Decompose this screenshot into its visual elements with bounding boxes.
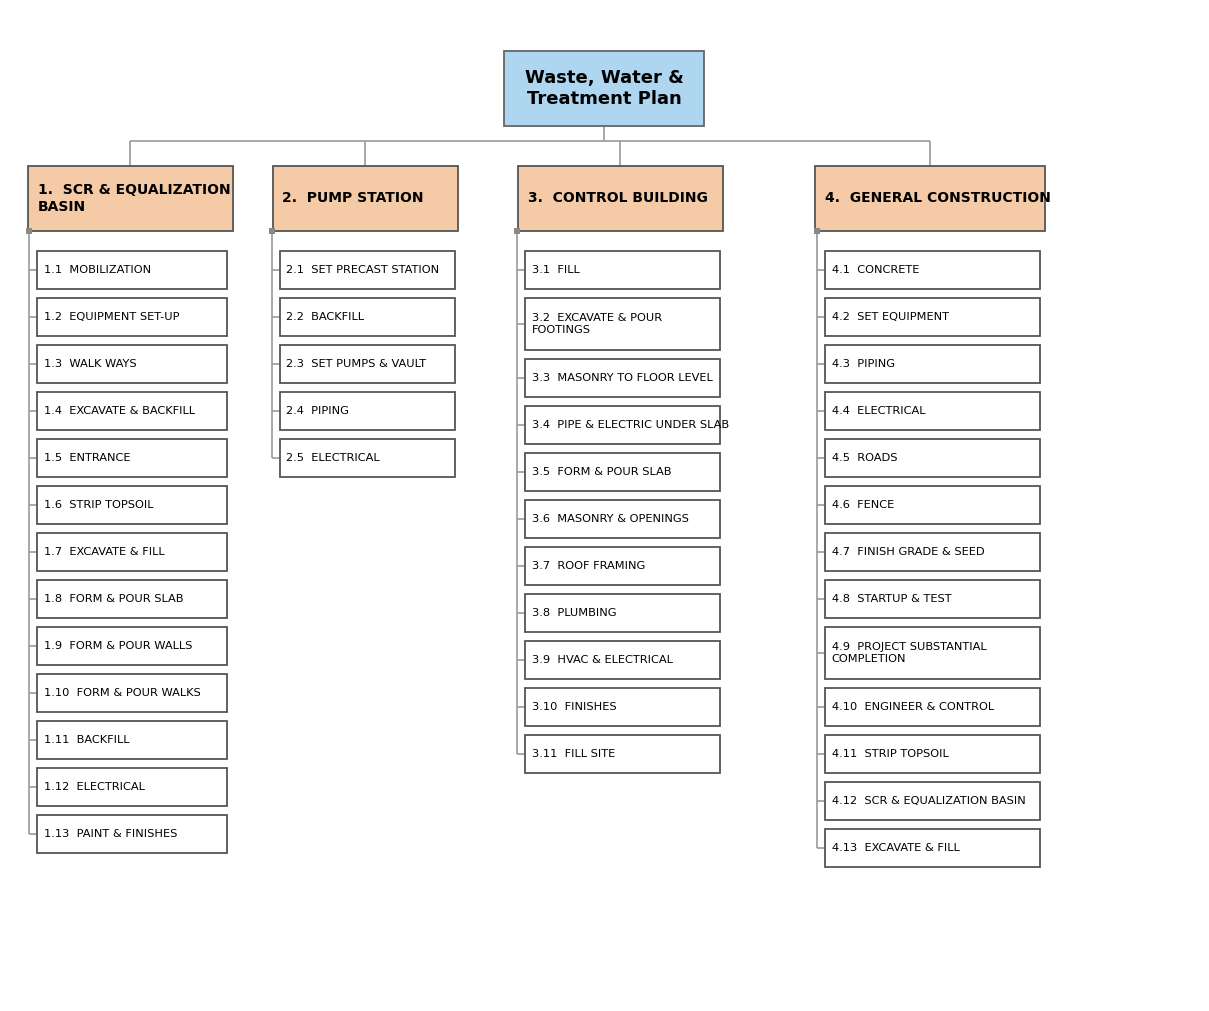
FancyBboxPatch shape [525,500,719,538]
Text: 1.  SCR & EQUALIZATION
BASIN: 1. SCR & EQUALIZATION BASIN [37,183,230,213]
Text: Waste, Water &
Treatment Plan: Waste, Water & Treatment Plan [525,69,683,108]
FancyBboxPatch shape [825,439,1040,477]
FancyBboxPatch shape [37,580,227,618]
FancyBboxPatch shape [37,392,227,430]
FancyBboxPatch shape [279,298,455,336]
FancyBboxPatch shape [825,486,1040,524]
FancyBboxPatch shape [504,51,704,126]
FancyBboxPatch shape [525,594,719,632]
Text: 4.12  SCR & EQUALIZATION BASIN: 4.12 SCR & EQUALIZATION BASIN [832,796,1025,806]
Text: 1.1  MOBILIZATION: 1.1 MOBILIZATION [44,265,151,275]
FancyBboxPatch shape [37,815,227,853]
FancyBboxPatch shape [37,298,227,336]
Text: 1.4  EXCAVATE & BACKFILL: 1.4 EXCAVATE & BACKFILL [44,406,195,416]
Text: 4.3  PIPING: 4.3 PIPING [832,359,895,369]
FancyBboxPatch shape [525,735,719,773]
Text: 1.11  BACKFILL: 1.11 BACKFILL [44,735,129,745]
FancyBboxPatch shape [37,768,227,806]
Text: 4.11  STRIP TOPSOIL: 4.11 STRIP TOPSOIL [832,749,948,759]
Text: 3.5  FORM & POUR SLAB: 3.5 FORM & POUR SLAB [532,467,671,477]
FancyBboxPatch shape [279,439,455,477]
Text: 1.8  FORM & POUR SLAB: 1.8 FORM & POUR SLAB [44,594,184,604]
FancyBboxPatch shape [525,298,719,350]
FancyBboxPatch shape [279,251,455,289]
FancyBboxPatch shape [37,721,227,759]
FancyBboxPatch shape [815,166,1045,231]
FancyBboxPatch shape [825,627,1040,679]
FancyBboxPatch shape [517,166,723,231]
FancyBboxPatch shape [525,251,719,289]
Text: 4.  GENERAL CONSTRUCTION: 4. GENERAL CONSTRUCTION [825,191,1051,205]
Text: 4.9  PROJECT SUBSTANTIAL
COMPLETION: 4.9 PROJECT SUBSTANTIAL COMPLETION [832,642,987,664]
Text: 1.6  STRIP TOPSOIL: 1.6 STRIP TOPSOIL [44,500,154,510]
Text: 3.  CONTROL BUILDING: 3. CONTROL BUILDING [527,191,707,205]
FancyBboxPatch shape [825,580,1040,618]
FancyBboxPatch shape [37,251,227,289]
FancyBboxPatch shape [28,166,232,231]
FancyBboxPatch shape [525,406,719,444]
FancyBboxPatch shape [825,392,1040,430]
Text: 4.8  STARTUP & TEST: 4.8 STARTUP & TEST [832,594,951,604]
FancyBboxPatch shape [279,345,455,383]
Text: 3.11  FILL SITE: 3.11 FILL SITE [532,749,614,759]
Text: 4.10  ENGINEER & CONTROL: 4.10 ENGINEER & CONTROL [832,702,994,712]
Text: 1.10  FORM & POUR WALKS: 1.10 FORM & POUR WALKS [44,688,201,698]
Text: 1.9  FORM & POUR WALLS: 1.9 FORM & POUR WALLS [44,641,192,651]
FancyBboxPatch shape [825,533,1040,571]
Text: 2.3  SET PUMPS & VAULT: 2.3 SET PUMPS & VAULT [287,359,427,369]
FancyBboxPatch shape [37,533,227,571]
FancyBboxPatch shape [825,345,1040,383]
Text: 2.4  PIPING: 2.4 PIPING [287,406,349,416]
FancyBboxPatch shape [37,345,227,383]
FancyBboxPatch shape [525,641,719,679]
Text: 4.13  EXCAVATE & FILL: 4.13 EXCAVATE & FILL [832,843,959,853]
FancyBboxPatch shape [825,735,1040,773]
FancyBboxPatch shape [279,392,455,430]
Text: 2.1  SET PRECAST STATION: 2.1 SET PRECAST STATION [287,265,440,275]
Text: 4.4  ELECTRICAL: 4.4 ELECTRICAL [832,406,925,416]
FancyBboxPatch shape [825,688,1040,726]
Text: 1.7  EXCAVATE & FILL: 1.7 EXCAVATE & FILL [44,547,164,557]
Text: 3.9  HVAC & ELECTRICAL: 3.9 HVAC & ELECTRICAL [532,655,672,665]
Text: 4.6  FENCE: 4.6 FENCE [832,500,893,510]
Text: 2.  PUMP STATION: 2. PUMP STATION [283,191,424,205]
Text: 3.3  MASONRY TO FLOOR LEVEL: 3.3 MASONRY TO FLOOR LEVEL [532,373,712,383]
FancyBboxPatch shape [825,251,1040,289]
Text: 4.7  FINISH GRADE & SEED: 4.7 FINISH GRADE & SEED [832,547,984,557]
FancyBboxPatch shape [37,486,227,524]
Text: 3.4  PIPE & ELECTRIC UNDER SLAB: 3.4 PIPE & ELECTRIC UNDER SLAB [532,420,729,430]
Text: 3.1  FILL: 3.1 FILL [532,265,579,275]
FancyBboxPatch shape [825,829,1040,867]
FancyBboxPatch shape [37,674,227,712]
FancyBboxPatch shape [37,439,227,477]
Text: 3.7  ROOF FRAMING: 3.7 ROOF FRAMING [532,561,644,571]
Text: 1.5  ENTRANCE: 1.5 ENTRANCE [44,453,131,463]
Text: 3.6  MASONRY & OPENINGS: 3.6 MASONRY & OPENINGS [532,514,688,524]
Text: 2.5  ELECTRICAL: 2.5 ELECTRICAL [287,453,380,463]
Text: 3.2  EXCAVATE & POUR
FOOTINGS: 3.2 EXCAVATE & POUR FOOTINGS [532,313,661,335]
Text: 4.5  ROADS: 4.5 ROADS [832,453,897,463]
Text: 2.2  BACKFILL: 2.2 BACKFILL [287,312,364,321]
Text: 1.2  EQUIPMENT SET-UP: 1.2 EQUIPMENT SET-UP [44,312,179,321]
FancyBboxPatch shape [525,688,719,726]
Text: 1.13  PAINT & FINISHES: 1.13 PAINT & FINISHES [44,829,178,839]
Text: 4.2  SET EQUIPMENT: 4.2 SET EQUIPMENT [832,312,949,321]
Text: 1.12  ELECTRICAL: 1.12 ELECTRICAL [44,782,145,792]
FancyBboxPatch shape [525,547,719,585]
FancyBboxPatch shape [825,298,1040,336]
Text: 1.3  WALK WAYS: 1.3 WALK WAYS [44,359,137,369]
FancyBboxPatch shape [825,782,1040,820]
FancyBboxPatch shape [525,359,719,397]
FancyBboxPatch shape [272,166,457,231]
Text: 4.1  CONCRETE: 4.1 CONCRETE [832,265,919,275]
Text: 3.10  FINISHES: 3.10 FINISHES [532,702,617,712]
Text: 3.8  PLUMBING: 3.8 PLUMBING [532,608,617,618]
FancyBboxPatch shape [525,453,719,491]
FancyBboxPatch shape [37,627,227,665]
